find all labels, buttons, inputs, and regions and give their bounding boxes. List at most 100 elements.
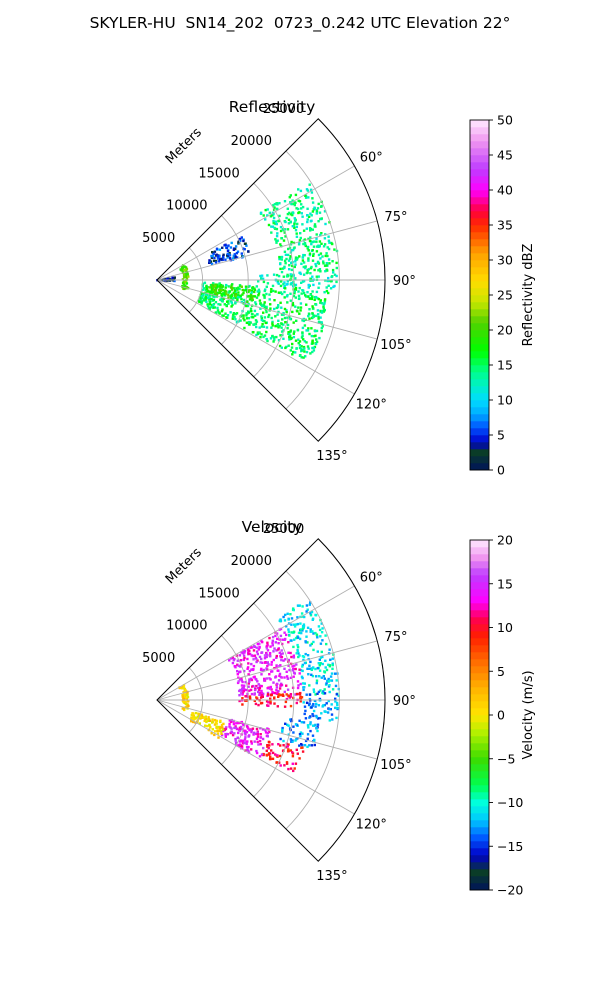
echo-gate: [259, 743, 262, 746]
echo-gate: [270, 231, 273, 234]
echo-gate: [257, 292, 261, 295]
echo-gate: [292, 630, 296, 633]
echo-gate: [259, 307, 262, 310]
echo-gate: [310, 334, 314, 338]
echo-gate: [306, 214, 309, 217]
echo-gate: [260, 315, 263, 318]
echo-gate: [277, 279, 280, 282]
echo-gate: [241, 693, 244, 696]
echo-gate: [315, 275, 318, 278]
echo-gate: [299, 695, 302, 698]
echo-gate: [252, 331, 255, 334]
echo-gate: [234, 739, 237, 742]
echo-gate: [254, 732, 258, 736]
echo-gate: [275, 227, 279, 231]
echo-gate: [274, 315, 277, 318]
echo-gate: [290, 623, 293, 626]
echo-gate: [255, 285, 258, 288]
colorbar-swatch: [470, 687, 489, 695]
echo-gate: [165, 279, 169, 282]
echo-gate: [319, 233, 322, 237]
echo-gate: [234, 666, 237, 669]
echo-gate: [274, 634, 277, 638]
echo-gate: [306, 626, 310, 629]
echo-gate: [279, 764, 282, 767]
echo-gate: [302, 253, 305, 257]
echo-gate: [281, 652, 284, 655]
echo-gate: [311, 249, 314, 252]
echo-gate: [214, 261, 218, 264]
echo-gate: [306, 189, 310, 192]
echo-gate: [216, 309, 220, 312]
colorbar-swatch: [470, 701, 489, 709]
echo-gate: [241, 692, 244, 695]
colorbar-swatch: [470, 617, 489, 625]
echo-gate: [299, 735, 302, 738]
echo-gate: [234, 726, 238, 730]
echo-gate: [326, 711, 330, 714]
echo-gate: [314, 699, 317, 702]
r-tick-label: 15000: [198, 166, 239, 181]
r-tick-label: 20000: [231, 554, 272, 569]
echo-gate: [313, 345, 317, 349]
echo-gate: [214, 259, 218, 263]
echo-gate: [291, 751, 294, 754]
echo-gate: [166, 277, 169, 281]
echo-gate: [266, 339, 269, 343]
echo-gate: [292, 608, 295, 612]
echo-gate: [196, 715, 200, 718]
echo-gate: [305, 604, 309, 607]
echo-gate: [260, 689, 263, 693]
echo-gate: [239, 659, 243, 662]
echo-gate: [217, 303, 220, 306]
echo-gate: [301, 682, 305, 685]
echo-gate: [309, 601, 312, 604]
echo-gate: [269, 699, 272, 703]
echo-gate: [299, 668, 303, 672]
echo-gate: [260, 277, 263, 280]
echo-gate: [277, 695, 280, 698]
echo-gate: [267, 313, 271, 317]
echo-gate: [314, 667, 317, 671]
echo-gate: [219, 728, 222, 731]
echo-gate: [299, 189, 303, 193]
echo-gate: [245, 289, 248, 292]
echo-gate: [273, 307, 276, 311]
echo-gate: [204, 298, 207, 301]
colorbar-swatch: [470, 764, 489, 772]
echo-gate: [283, 250, 287, 253]
echo-gate: [232, 254, 235, 257]
echo-gate: [292, 654, 295, 657]
echo-gate: [271, 289, 275, 293]
echo-gate: [184, 275, 188, 279]
echo-gate: [320, 302, 324, 305]
echo-gate: [309, 279, 312, 282]
echo-gate: [277, 679, 281, 682]
echo-gate: [311, 674, 315, 678]
echo-gate: [284, 321, 287, 324]
echo-gate: [181, 270, 185, 273]
echo-gate: [279, 634, 283, 638]
colorbar-swatch: [470, 792, 489, 800]
echo-gate: [249, 646, 252, 649]
echo-gate: [275, 207, 279, 211]
echo-gate: [213, 718, 217, 722]
echo-gate: [282, 337, 285, 340]
echo-gate: [259, 661, 262, 664]
echo-gate: [326, 246, 329, 249]
echo-gate: [230, 241, 233, 245]
echo-gate: [309, 721, 312, 724]
echo-gate: [305, 188, 309, 191]
echo-gate: [245, 317, 249, 320]
colorbar-swatch: [470, 449, 489, 457]
echo-gate: [248, 678, 251, 681]
echo-gate: [319, 270, 322, 273]
colorbar-swatch: [470, 246, 489, 254]
echo-gate: [276, 637, 279, 641]
echo-gate: [301, 215, 304, 218]
echo-gate: [268, 652, 272, 655]
echo-gate: [325, 668, 329, 672]
echo-gate: [298, 693, 302, 696]
echo-gate: [250, 662, 253, 666]
echo-gate: [281, 749, 285, 753]
